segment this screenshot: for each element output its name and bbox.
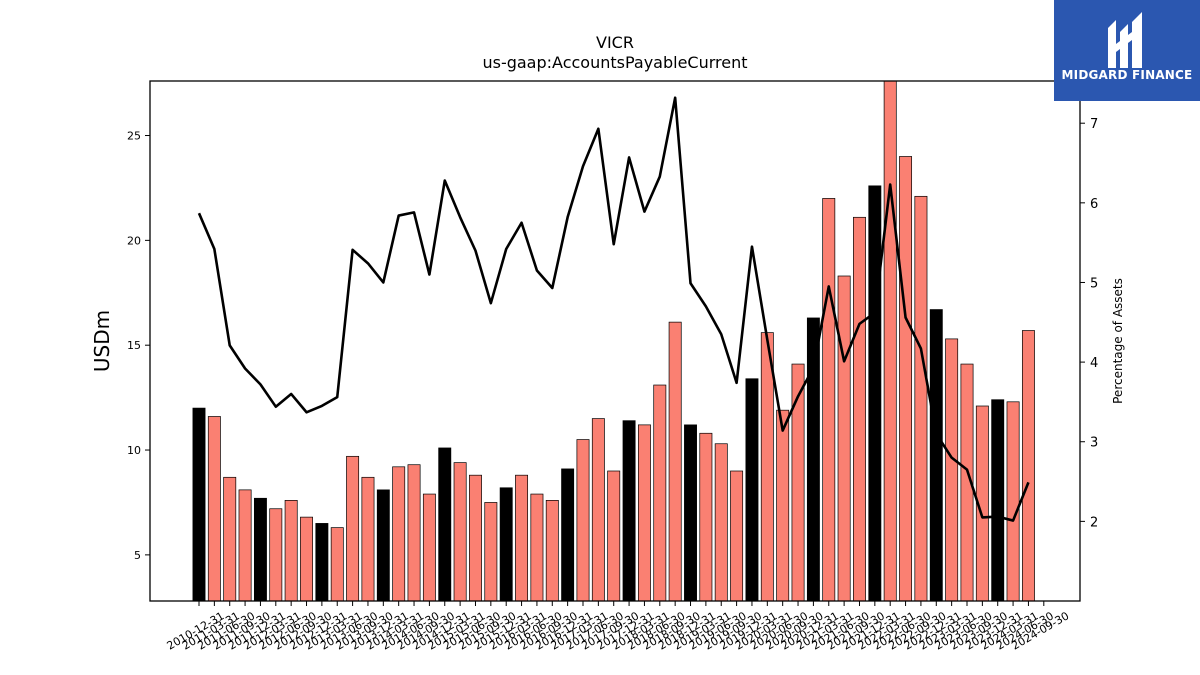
bar-2014-03-31 <box>392 466 406 602</box>
y2-tick-label-3: 3 <box>1090 436 1098 451</box>
bar-2019-06-30 <box>714 443 728 602</box>
bar-2012-03-31 <box>269 508 283 602</box>
y-tick-label-15: 15 <box>127 339 141 352</box>
axes <box>149 80 1081 602</box>
bar-2011-03-31 <box>207 416 221 602</box>
bar-2011-06-30 <box>223 476 237 602</box>
chart-subtitle: us-gaap:AccountsPayableCurrent <box>482 53 747 72</box>
y2-tick-label-6: 6 <box>1090 197 1098 212</box>
bar-2012-09-30 <box>300 516 313 602</box>
bar-group <box>192 80 1035 602</box>
bar-2017-09-30 <box>607 470 621 602</box>
bar-2022-12-31 <box>929 309 943 602</box>
bar-2016-06-30 <box>530 493 544 602</box>
bar-2015-12-31 <box>499 487 513 602</box>
y-tick-label-10: 10 <box>127 444 141 457</box>
bar-2012-12-31 <box>315 523 329 602</box>
bar-2017-12-31 <box>622 420 636 602</box>
bar-2020-06-30 <box>776 409 790 602</box>
bar-2021-12-31 <box>868 185 882 602</box>
bar-2019-09-30 <box>730 470 744 602</box>
bar-2024-06-30 <box>1021 330 1035 602</box>
bar-2023-03-31 <box>945 338 959 602</box>
y-tick-label-25: 25 <box>127 130 141 143</box>
y2-tick-label-4: 4 <box>1090 356 1098 371</box>
y-tick-label-5: 5 <box>134 549 141 562</box>
bar-2011-12-31 <box>253 497 267 602</box>
bar-2017-06-30 <box>591 418 605 602</box>
bar-2022-03-31 <box>883 80 897 602</box>
bar-2015-03-31 <box>453 462 467 602</box>
bar-2021-06-30 <box>837 275 851 602</box>
bar-2018-03-31 <box>637 424 651 602</box>
plot-frame <box>149 80 1081 602</box>
brand-logo: MIDGARD FINANCE <box>1054 0 1200 101</box>
y2-ticks: 2 3 4 5 6 7 <box>1080 117 1098 530</box>
y-ticks: 5 10 15 20 25 <box>127 130 150 562</box>
x-ticks: 2010-12-312011-03-312011-06-302011-09-30… <box>165 601 1071 653</box>
bar-2016-09-30 <box>545 500 559 602</box>
bar-2019-03-31 <box>699 432 713 602</box>
bar-2013-12-31 <box>376 489 390 602</box>
bar-2020-03-31 <box>760 332 774 602</box>
midgard-logo-icon <box>1108 12 1142 68</box>
y-axis-label: USDm <box>90 310 114 372</box>
bar-2013-03-31 <box>330 527 344 602</box>
bar-2018-09-30 <box>668 321 682 602</box>
bar-2012-06-30 <box>284 500 298 602</box>
bar-2020-12-31 <box>806 317 820 602</box>
bar-2019-12-31 <box>745 378 759 602</box>
chart-title: VICR <box>596 33 634 52</box>
bar-2015-06-30 <box>469 474 482 602</box>
bar-2024-03-31 <box>1006 401 1020 602</box>
bar-2011-09-30 <box>238 489 252 602</box>
bar-2018-06-30 <box>653 384 667 602</box>
bar-2014-09-30 <box>422 493 436 602</box>
bar-2016-12-31 <box>561 468 575 602</box>
bar-2021-09-30 <box>853 216 866 602</box>
bar-2016-03-31 <box>515 474 529 602</box>
y2-axis-label: Percentage of Assets <box>1111 278 1125 404</box>
percent-line <box>197 96 1030 522</box>
y2-tick-label-2: 2 <box>1090 515 1098 530</box>
bar-2010-12-31 <box>192 407 206 602</box>
bar-2015-09-30 <box>484 502 498 602</box>
bar-2014-12-31 <box>438 447 452 602</box>
bar-2023-12-31 <box>991 399 1005 602</box>
line-group <box>197 96 1030 522</box>
bar-2018-12-31 <box>684 424 697 602</box>
bar-2022-06-30 <box>899 156 913 602</box>
bar-2017-03-31 <box>576 439 590 602</box>
y2-tick-label-5: 5 <box>1090 276 1098 291</box>
bar-2020-09-30 <box>791 363 805 602</box>
bar-2021-03-31 <box>822 198 836 602</box>
bar-2014-06-30 <box>407 464 421 602</box>
bar-2013-09-30 <box>361 476 375 602</box>
y-tick-label-20: 20 <box>127 234 141 247</box>
y2-tick-label-7: 7 <box>1090 117 1098 132</box>
bar-2022-09-30 <box>914 195 928 602</box>
brand-name: MIDGARD FINANCE <box>1061 68 1193 82</box>
bar-2013-06-30 <box>346 455 360 602</box>
